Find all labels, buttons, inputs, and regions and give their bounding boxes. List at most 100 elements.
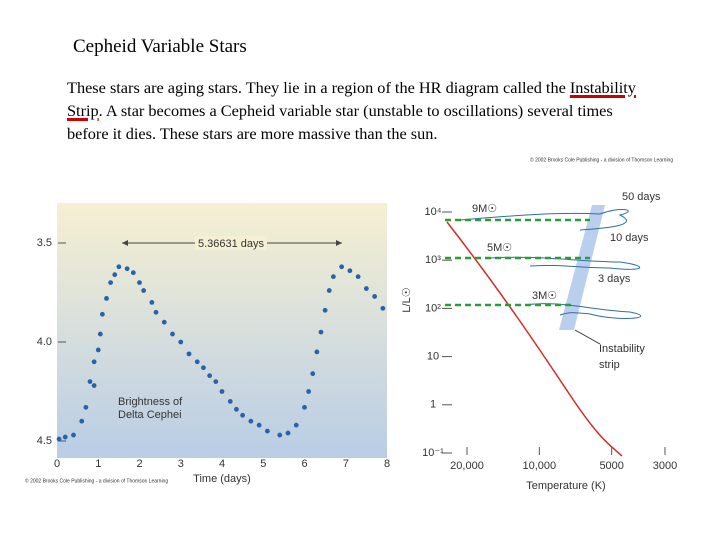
- data-point: [330, 274, 336, 280]
- x-tick-label: 1: [95, 458, 101, 470]
- data-point: [79, 418, 85, 424]
- data-point: [372, 294, 378, 299]
- data-point: [322, 307, 328, 313]
- credit: © 2002 Brooks Cole Publishing - a divisi…: [25, 477, 168, 484]
- main-sequence: [446, 221, 623, 457]
- data-point: [248, 418, 254, 424]
- data-point: [234, 406, 239, 412]
- strip-label: Instability: [599, 343, 645, 355]
- data-point: [318, 329, 324, 335]
- y-tick-label: 1: [430, 399, 436, 411]
- x-tick-label: 4: [219, 458, 225, 470]
- data-point: [380, 305, 386, 311]
- data-point: [149, 300, 155, 305]
- dashed-guides: [445, 218, 590, 307]
- data-point: [240, 412, 246, 418]
- x-tick-label: 20,000: [450, 460, 484, 472]
- data-point: [213, 379, 219, 384]
- x-tick-label: 5000: [599, 460, 623, 472]
- credit: © 2002 Brooks Cole Publishing - a divisi…: [530, 156, 673, 163]
- text: . A star becomes a Cepheid variable star…: [67, 101, 613, 143]
- data-point: [161, 319, 167, 325]
- data-point: [95, 347, 101, 353]
- data-point: [141, 288, 147, 293]
- data-point: [104, 296, 109, 301]
- data-point: [314, 349, 320, 355]
- caption: Brightness of: [118, 396, 183, 408]
- y-tick-label: 4.5: [37, 435, 52, 447]
- highlight: Instability Strip: [67, 78, 636, 120]
- data-point: [178, 339, 184, 345]
- data-point: [219, 389, 225, 394]
- x-tick-label: 5: [260, 458, 266, 470]
- data-point: [186, 351, 192, 357]
- data-point: [264, 428, 270, 434]
- y-tick-label: 10²: [425, 302, 441, 314]
- data-point: [293, 422, 299, 428]
- label-bg: [195, 236, 267, 250]
- data-point: [285, 430, 291, 436]
- caption: Delta Cephei: [118, 409, 182, 421]
- strip-label: strip: [599, 359, 620, 371]
- data-point: [137, 280, 142, 285]
- data-point: [326, 288, 332, 293]
- mass-label: 9M☉: [472, 203, 497, 215]
- data-point: [306, 389, 312, 394]
- data-point: [124, 266, 130, 272]
- y-tick-label: 10⁴: [425, 206, 442, 218]
- pointer: [574, 329, 601, 345]
- period-label: 10 days: [610, 232, 649, 244]
- data-point: [62, 434, 68, 440]
- y-tick-label: 10: [427, 351, 439, 363]
- data-point: [256, 422, 262, 428]
- data-point: [355, 274, 361, 280]
- y-tick-label: 4.0: [37, 336, 52, 348]
- y-tick-label: 10³: [425, 254, 441, 266]
- data-point: [194, 359, 200, 365]
- slide-title: Cepheid Variable Stars: [73, 36, 247, 57]
- x-tick-label: 8: [384, 458, 390, 470]
- period-label: 5.36631 days: [198, 238, 265, 250]
- data-point: [97, 331, 103, 337]
- data-point: [153, 309, 159, 315]
- x-tick-label: 3000: [653, 460, 677, 472]
- tracks: [459, 208, 642, 319]
- x-tick-label: 3: [178, 458, 184, 470]
- data-point: [91, 383, 97, 388]
- data-point: [87, 379, 93, 384]
- y-tick-label: 10⁻¹: [422, 447, 444, 459]
- x-tick-label: 10,000: [523, 460, 557, 472]
- x-axis-label: Temperature (K): [526, 480, 605, 492]
- data-point: [347, 268, 353, 274]
- x-tick-label: 0: [54, 458, 60, 470]
- data-point: [339, 264, 345, 270]
- period-label: 50 days: [622, 191, 661, 203]
- data-point: [116, 264, 122, 270]
- x-tick-label: 7: [343, 458, 349, 470]
- data-point: [56, 436, 62, 442]
- data-point: [277, 432, 283, 438]
- data-point: [91, 359, 97, 365]
- data-point: [201, 365, 206, 371]
- data-point: [112, 272, 118, 278]
- data-point: [108, 280, 114, 285]
- y-axis-label: L/L☉: [401, 287, 413, 312]
- mass-label: 3M☉: [532, 290, 557, 302]
- data-point: [302, 404, 307, 410]
- body-text: These stars are aging stars. They lie in…: [67, 76, 647, 145]
- data-point: [170, 331, 175, 337]
- data-point: [99, 311, 105, 317]
- mass-label: 5M☉: [487, 242, 512, 254]
- x-tick-label: 6: [301, 458, 307, 470]
- data-point: [207, 373, 213, 379]
- text: These stars are aging stars. They lie in…: [67, 78, 570, 97]
- data-point: [130, 270, 136, 276]
- data-point: [71, 432, 76, 438]
- x-axis-label: Time (days): [193, 473, 251, 485]
- data-point: [227, 399, 233, 404]
- y-tick-label: 3.5: [37, 237, 52, 249]
- data-point: [83, 404, 89, 410]
- instability-strip: [559, 205, 605, 330]
